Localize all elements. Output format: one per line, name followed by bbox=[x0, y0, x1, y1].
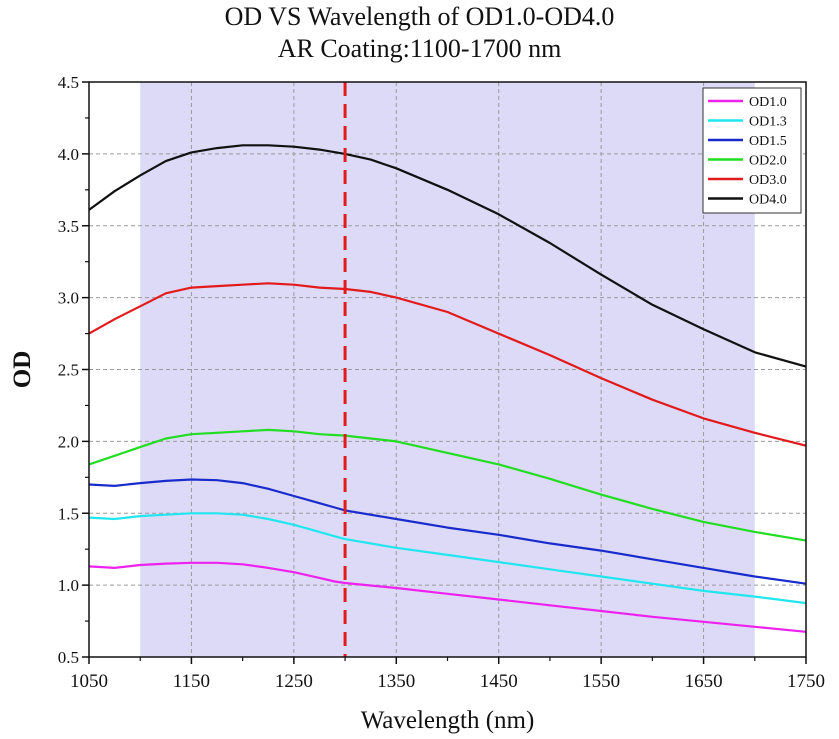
y-tick-label: 4.5 bbox=[58, 73, 79, 92]
grid-lines bbox=[89, 82, 806, 657]
legend-box bbox=[702, 87, 802, 214]
y-tick-label: 1.0 bbox=[58, 576, 79, 595]
y-tick-label: 3.5 bbox=[58, 217, 79, 236]
legend-label: OD1.5 bbox=[749, 134, 787, 149]
axis-ticks: 1050 1150 1250 1350 1450 1550 1650 1750 0.5 1.0 1.… bbox=[58, 73, 825, 692]
y-tick-label: 2.0 bbox=[58, 432, 79, 451]
y-tick-label: 2.5 bbox=[58, 361, 79, 380]
y-tick-label: 1.5 bbox=[58, 504, 79, 523]
x-tick-label: 1750 bbox=[787, 671, 825, 692]
y-tick-label: 4.0 bbox=[58, 145, 79, 164]
legend-label: OD1.0 bbox=[749, 95, 787, 110]
legend: OD1.0 OD1.3 OD1.5 OD2.0 OD3.0 OD4.0 bbox=[702, 87, 802, 214]
x-tick-label: 1150 bbox=[173, 671, 210, 692]
series-line-od1-0 bbox=[88, 561, 807, 633]
chart-title: OD VS Wavelength of OD1.0-OD4.0 bbox=[224, 2, 615, 31]
chart-subtitle: AR Coating:1100-1700 nm bbox=[277, 34, 562, 63]
y-tick-label: 0.5 bbox=[58, 648, 79, 667]
x-tick-label: 1650 bbox=[685, 671, 723, 692]
y-axis-label: OD bbox=[9, 351, 36, 389]
y-tick-label: 3.0 bbox=[58, 289, 79, 308]
legend-label: OD4.0 bbox=[749, 193, 787, 208]
legend-label: OD3.0 bbox=[749, 173, 787, 188]
legend-label: OD1.3 bbox=[749, 115, 787, 130]
x-tick-label: 1350 bbox=[377, 671, 415, 692]
x-tick-label: 1250 bbox=[275, 671, 313, 692]
series-line-od1-3 bbox=[88, 512, 807, 605]
x-axis-label: Wavelength (nm) bbox=[361, 707, 535, 734]
legend-label: OD2.0 bbox=[749, 154, 787, 169]
x-tick-label: 1050 bbox=[70, 671, 108, 692]
x-tick-label: 1550 bbox=[582, 671, 620, 692]
x-tick-label: 1450 bbox=[480, 671, 518, 692]
series-line-od1-5 bbox=[88, 478, 807, 585]
